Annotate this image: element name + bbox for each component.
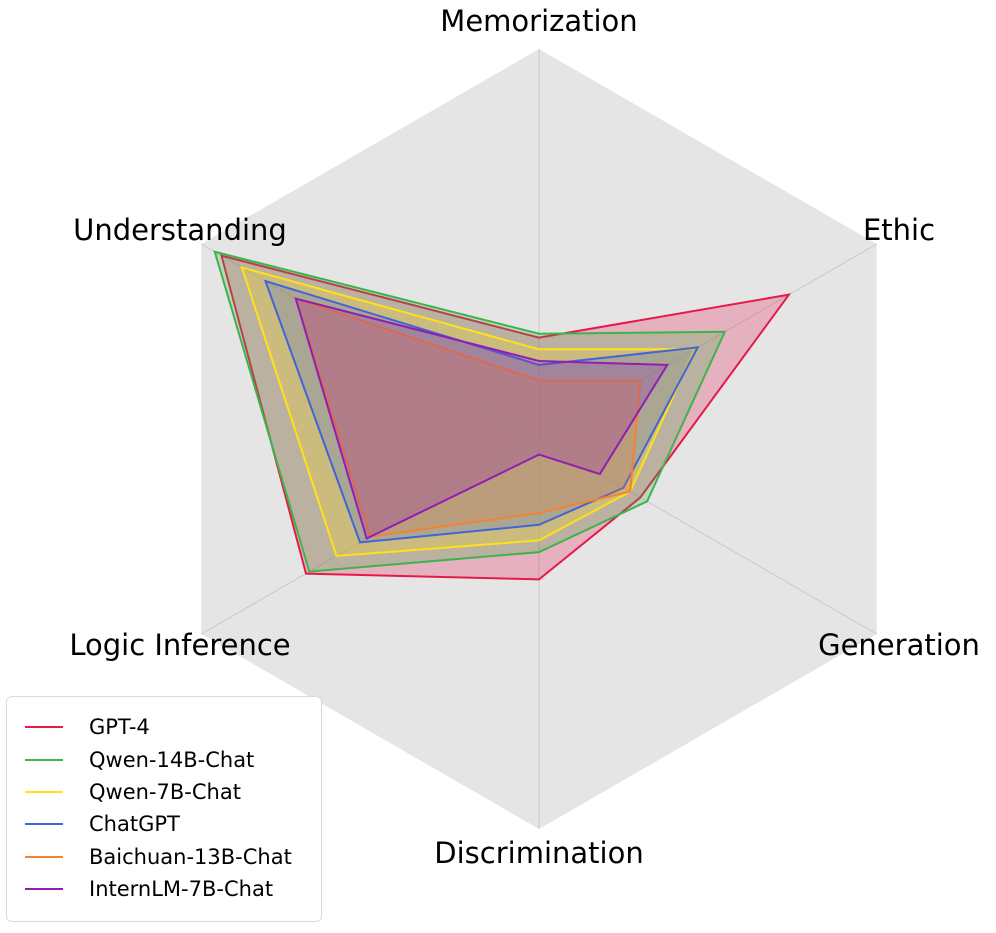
legend-swatch <box>25 790 63 793</box>
series-chatgpt <box>263 279 700 544</box>
legend-label: ChatGPT <box>89 812 180 837</box>
legend-item: GPT-4 <box>25 711 321 743</box>
legend-swatch <box>25 855 63 858</box>
series-gpt-4 <box>220 254 792 581</box>
legend-item: Qwen-7B-Chat <box>25 776 321 808</box>
legend-item: Baichuan-13B-Chat <box>25 841 321 873</box>
legend-label: Qwen-14B-Chat <box>89 747 255 772</box>
axis-label-memorization: Memorization <box>440 4 637 38</box>
legend-label: InternLM-7B-Chat <box>89 877 274 902</box>
legend-label: Qwen-7B-Chat <box>89 779 241 804</box>
axis-label-generation: Generation <box>818 628 980 662</box>
legend-item: ChatGPT <box>25 808 321 840</box>
legend-swatch <box>25 888 63 891</box>
legend-swatch <box>25 726 63 729</box>
legend-swatch <box>25 823 63 826</box>
spoke-generation <box>538 438 877 635</box>
axis-label-ethic: Ethic <box>863 213 935 247</box>
axis-label-understanding: Understanding <box>73 213 287 247</box>
legend-item: InternLM-7B-Chat <box>25 873 321 905</box>
legend: GPT-4 Qwen-14B-Chat Qwen-7B-Chat ChatGPT Bai… <box>6 696 322 922</box>
spoke-understanding <box>201 243 540 440</box>
axis-labels: Memorization Ethic Generation Discriminatio… <box>69 4 980 870</box>
legend-swatch <box>25 758 63 761</box>
spoke-ethic <box>538 243 877 440</box>
series-layer <box>213 250 792 581</box>
axis-label-logic-inference: Logic Inference <box>69 628 290 662</box>
legend-item: Qwen-14B-Chat <box>25 743 321 775</box>
series-qwen-7b-chat <box>240 265 696 558</box>
legend-label: Baichuan-13B-Chat <box>89 844 292 869</box>
series-internlm-7b-chat <box>294 297 670 540</box>
axis-label-discrimination: Discrimination <box>434 836 643 870</box>
legend-label: GPT-4 <box>89 715 150 740</box>
